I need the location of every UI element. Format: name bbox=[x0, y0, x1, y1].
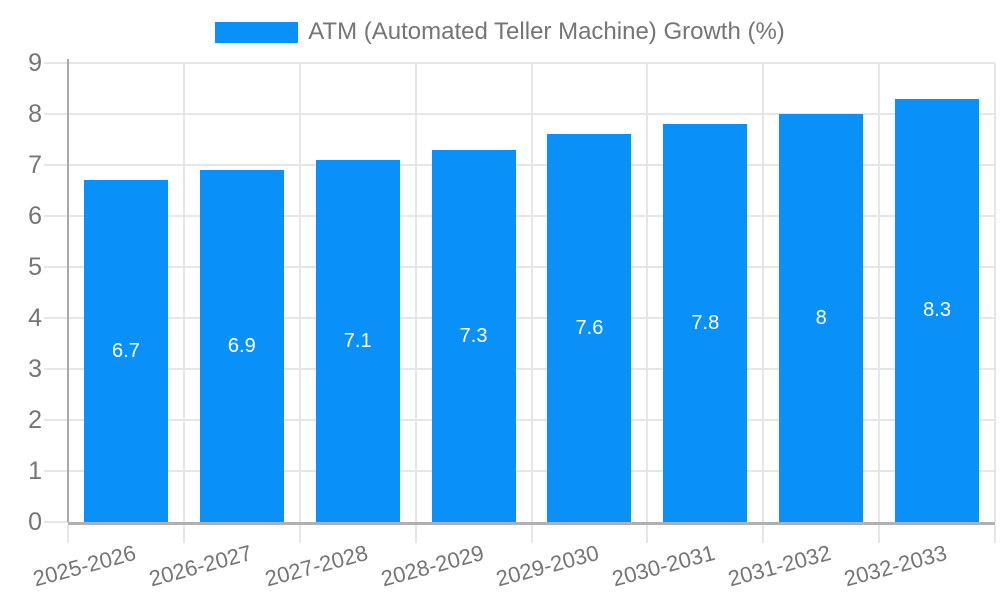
legend-label: ATM (Automated Teller Machine) Growth (%… bbox=[308, 18, 785, 45]
y-tick-label: 4 bbox=[28, 304, 42, 332]
x-tick-mark bbox=[67, 525, 69, 543]
legend-swatch bbox=[215, 21, 299, 43]
legend: ATM (Automated Teller Machine) Growth (%… bbox=[0, 16, 1000, 48]
y-axis-line bbox=[67, 59, 69, 522]
bar[interactable] bbox=[779, 114, 864, 522]
bar[interactable] bbox=[315, 159, 400, 522]
v-gridline bbox=[646, 63, 649, 522]
v-gridline bbox=[414, 63, 417, 522]
bar-value-label: 7.6 bbox=[575, 317, 604, 340]
bar-value-label: 6.7 bbox=[112, 340, 140, 363]
y-tick-mark bbox=[44, 368, 68, 370]
x-tick-mark bbox=[530, 525, 533, 543]
x-tick-mark bbox=[182, 525, 185, 543]
y-tick-mark bbox=[44, 419, 68, 421]
x-tick-mark bbox=[646, 525, 649, 543]
y-tick-label: 1 bbox=[28, 457, 42, 485]
x-tick-mark bbox=[298, 525, 301, 543]
bar[interactable] bbox=[431, 149, 516, 522]
v-gridline bbox=[994, 63, 996, 522]
y-tick-label: 2 bbox=[28, 406, 42, 434]
y-tick-label: 3 bbox=[28, 355, 42, 383]
v-gridline bbox=[530, 63, 533, 522]
v-gridline bbox=[762, 63, 765, 522]
y-tick-label: 7 bbox=[28, 151, 42, 179]
y-tick-mark bbox=[44, 521, 68, 523]
x-tick-mark bbox=[762, 525, 765, 543]
bar[interactable] bbox=[83, 180, 168, 522]
x-tick-mark bbox=[994, 525, 996, 543]
bar-value-label: 7.8 bbox=[691, 312, 720, 335]
bar-value-label: 6.9 bbox=[227, 335, 256, 358]
bar-value-label: 8 bbox=[815, 307, 827, 329]
x-tick-mark bbox=[414, 525, 417, 543]
y-tick-label: 9 bbox=[28, 49, 42, 77]
x-tick-mark bbox=[878, 525, 881, 543]
y-tick-label: 0 bbox=[28, 508, 42, 536]
y-tick-mark bbox=[44, 215, 68, 217]
bar-value-label: 8.3 bbox=[923, 299, 951, 322]
bar[interactable] bbox=[663, 124, 748, 522]
bar-value-label: 7.3 bbox=[459, 324, 488, 347]
v-gridline bbox=[878, 63, 881, 522]
y-tick-mark bbox=[44, 470, 68, 472]
v-gridline bbox=[298, 63, 301, 522]
y-tick-mark bbox=[44, 62, 68, 64]
y-tick-mark bbox=[44, 266, 68, 268]
bar[interactable] bbox=[895, 98, 980, 522]
y-tick-label: 6 bbox=[28, 202, 42, 230]
bar[interactable] bbox=[199, 170, 284, 522]
legend-item-atm-growth[interactable]: ATM (Automated Teller Machine) Growth (%… bbox=[215, 18, 785, 46]
y-tick-mark bbox=[44, 164, 68, 166]
y-tick-mark bbox=[44, 113, 68, 115]
v-gridline bbox=[182, 63, 185, 522]
bar[interactable] bbox=[547, 134, 632, 522]
y-tick-label: 5 bbox=[28, 253, 42, 281]
bar-value-label: 7.1 bbox=[343, 329, 372, 352]
y-tick-mark bbox=[44, 317, 68, 319]
y-tick-label: 8 bbox=[28, 100, 42, 128]
x-axis-line bbox=[68, 522, 995, 525]
